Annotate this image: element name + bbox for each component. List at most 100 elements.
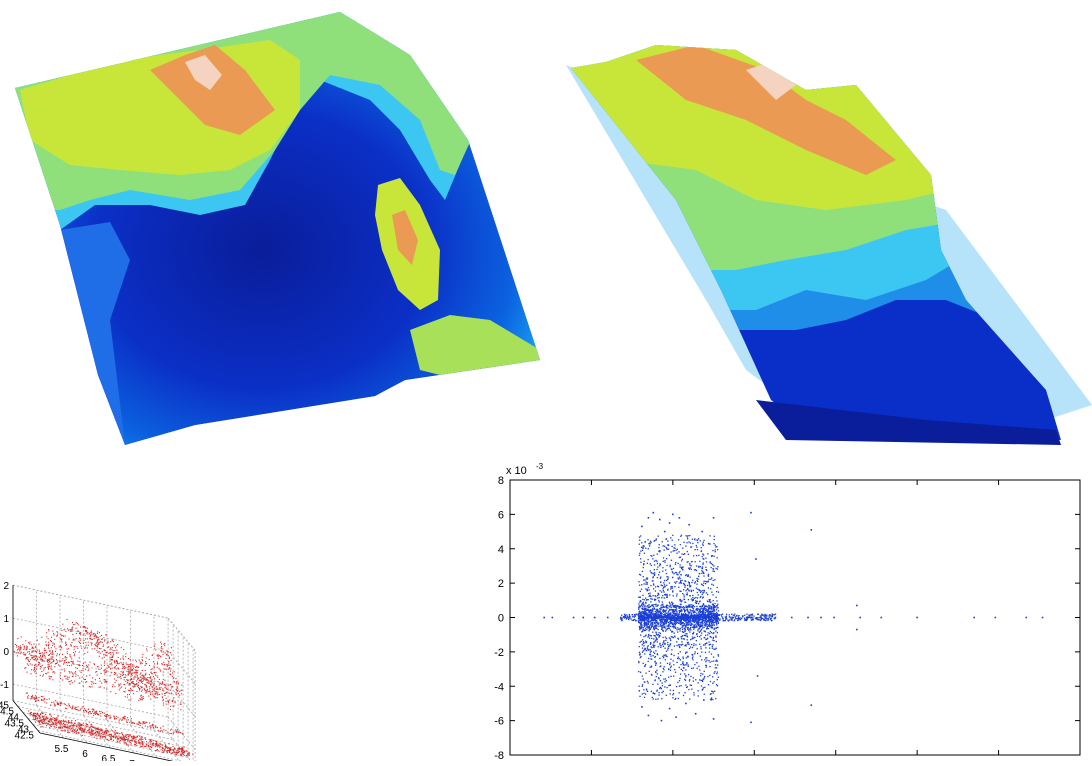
data-point [656,627,657,628]
data-point [41,719,42,720]
data-point [130,742,131,743]
data-point [50,668,51,669]
data-point [687,627,688,628]
data-point [643,678,644,679]
data-point [26,658,27,659]
data-point [98,729,99,730]
data-point [644,606,645,607]
data-point [99,648,100,649]
data-point [679,606,680,607]
data-point [75,651,76,652]
data-point [48,723,49,724]
data-point [718,623,719,624]
data-point [655,635,656,636]
data-point [670,551,671,552]
data-point [177,730,178,731]
data-point [681,636,682,637]
data-point [168,669,169,670]
data-point [658,574,659,575]
data-point [709,618,710,619]
data-point [156,741,157,742]
terrain-surface-oblique-view [546,0,1092,455]
data-point [659,590,660,591]
data-point [145,690,146,691]
data-point [696,634,697,635]
data-point [101,733,102,734]
data-point [105,718,106,719]
data-point [111,664,112,665]
data-point [122,664,123,665]
data-point [120,662,121,663]
data-point [102,658,103,659]
data-point [163,752,164,753]
data-point [162,690,163,691]
data-point [141,746,142,747]
data-point [16,645,17,646]
data-point [150,746,151,747]
data-point [710,601,711,602]
data-point [145,722,146,723]
data-point [128,664,129,665]
data-point [686,622,687,623]
data-point [705,665,706,666]
data-point [712,617,713,618]
data-point [105,736,106,737]
data-point [78,641,79,642]
data-point [691,689,692,690]
data-point [155,672,156,673]
data-point [40,724,41,725]
data-point [71,728,72,729]
data-point [668,611,669,612]
data-point [678,539,679,540]
data-point [687,636,688,637]
data-point [145,670,146,671]
data-point [57,632,58,633]
data-point [643,693,644,694]
data-point [679,658,680,659]
x-tick-label: 6.5 [102,754,116,761]
data-point [655,640,656,641]
data-point [141,697,142,698]
data-point [136,737,137,738]
data-point [648,589,649,590]
data-point [61,723,62,724]
data-point [648,661,649,662]
data-point [34,698,35,699]
data-point [697,610,698,611]
data-point [113,740,114,741]
data-point [694,549,695,550]
data-point [95,729,96,730]
data-point [59,727,60,728]
data-point [36,669,37,670]
data-point [678,653,679,654]
data-point [658,547,659,548]
data-point [42,716,43,717]
data-point [53,702,54,703]
data-point [142,654,143,655]
data-point [41,720,42,721]
data-point [660,645,661,646]
data-point [62,730,63,731]
data-point [152,725,153,726]
data-point [151,747,152,748]
data-point [692,599,693,600]
data-point [60,645,61,646]
data-point [650,667,651,668]
grid-line [168,618,195,650]
data-point [657,604,658,605]
data-point [118,652,119,653]
data-point [95,735,96,736]
data-point [647,539,648,540]
data-point [647,582,648,583]
data-point [82,729,83,730]
data-point [77,730,78,731]
data-point [693,681,694,682]
data-point [692,659,693,660]
data-point [169,693,170,694]
data-point [642,609,643,610]
data-point [66,649,67,650]
data-point [100,686,101,687]
data-point [641,547,642,548]
data-point [151,725,152,726]
data-point [672,624,673,625]
